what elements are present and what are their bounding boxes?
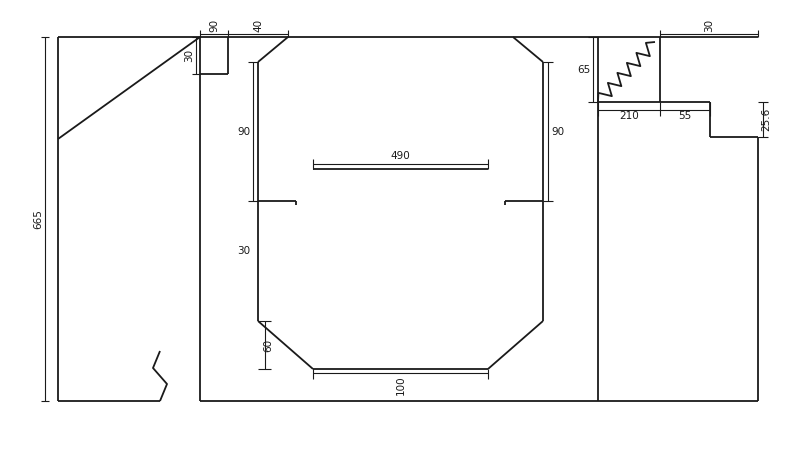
- Text: 65: 65: [577, 65, 590, 75]
- Text: 60: 60: [263, 339, 273, 352]
- Text: 40: 40: [253, 19, 263, 32]
- Text: 90: 90: [551, 127, 564, 136]
- Text: 55: 55: [678, 111, 692, 121]
- Text: 90: 90: [209, 19, 219, 32]
- Text: 210: 210: [619, 111, 639, 121]
- Text: 30: 30: [237, 246, 250, 256]
- Text: 30: 30: [184, 49, 194, 62]
- Text: 90: 90: [237, 127, 250, 136]
- Text: 25.6: 25.6: [761, 108, 771, 131]
- Text: 665: 665: [33, 209, 43, 229]
- Text: 100: 100: [395, 375, 406, 394]
- Text: 30: 30: [704, 19, 714, 32]
- Text: 490: 490: [390, 151, 410, 161]
